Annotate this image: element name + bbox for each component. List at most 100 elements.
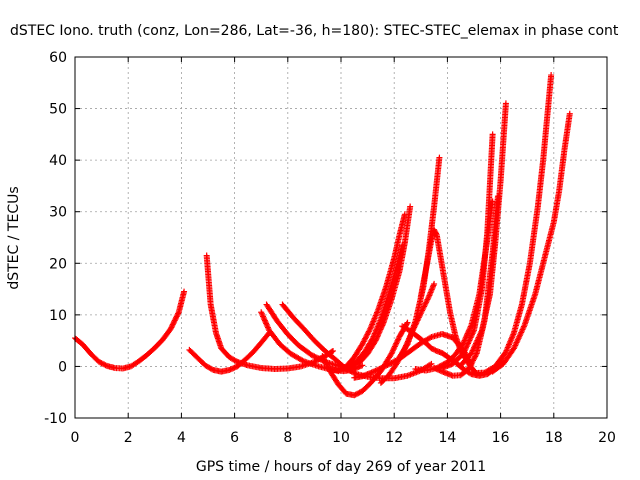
data-point — [376, 329, 383, 336]
data-point — [95, 358, 102, 365]
data-point — [383, 362, 390, 369]
data-point — [352, 361, 359, 368]
data-point — [311, 353, 318, 360]
data-point — [356, 389, 363, 396]
data-point — [315, 355, 322, 362]
data-point — [427, 334, 434, 341]
data-point — [467, 323, 474, 330]
y-tick-label: 10 — [49, 308, 67, 324]
data-point — [375, 332, 382, 339]
data-point — [264, 323, 271, 330]
data-point — [259, 312, 266, 319]
data-point — [261, 317, 268, 324]
data-point — [349, 369, 356, 376]
data-point — [421, 303, 428, 310]
data-point — [260, 314, 267, 321]
data-point — [384, 362, 391, 369]
data-point — [226, 367, 233, 374]
data-point — [258, 310, 265, 317]
data-point — [353, 360, 360, 367]
data-point — [97, 359, 104, 366]
data-point — [262, 318, 269, 325]
x-tick-label: 20 — [598, 430, 616, 446]
data-point — [231, 364, 238, 371]
data-point — [380, 363, 387, 370]
series-18 — [457, 100, 509, 369]
data-point — [425, 295, 432, 302]
data-point — [314, 354, 321, 361]
data-point — [375, 366, 382, 373]
data-point — [431, 346, 438, 353]
x-tick-label: 4 — [177, 430, 186, 446]
data-point — [403, 320, 410, 327]
data-point — [308, 352, 315, 359]
x-axis-label: GPS time / hours of day 269 of year 2011 — [196, 459, 486, 475]
data-point — [99, 360, 106, 367]
y-tick-label: 60 — [49, 50, 67, 66]
data-point — [352, 391, 359, 398]
data-point — [436, 154, 443, 161]
y-tick-label: 30 — [49, 205, 67, 221]
data-point — [431, 280, 438, 287]
data-point — [548, 72, 555, 79]
data-point — [98, 360, 105, 367]
data-point — [172, 316, 179, 323]
data-point — [171, 317, 178, 324]
data-point — [429, 346, 436, 353]
data-point — [328, 348, 335, 355]
chart-title: dSTEC Iono. truth (conz, Lon=286, Lat=-3… — [10, 23, 619, 39]
series-14 — [417, 226, 480, 378]
x-tick-label: 14 — [438, 430, 456, 446]
data-point — [169, 321, 176, 328]
data-point — [375, 330, 382, 337]
data-point — [174, 312, 181, 319]
data-point — [263, 320, 270, 327]
data-point — [369, 368, 376, 375]
data-point — [169, 323, 176, 330]
data-point — [101, 361, 108, 368]
y-tick-label: 40 — [49, 153, 67, 169]
data-point — [263, 321, 270, 328]
data-point — [407, 203, 414, 210]
data-point — [379, 322, 386, 329]
data-point — [232, 358, 239, 365]
data-point — [378, 323, 385, 330]
x-tick-label: 18 — [545, 430, 563, 446]
data-point — [171, 318, 178, 325]
series-0 — [72, 288, 188, 372]
data-point — [377, 326, 384, 333]
data-point — [465, 329, 472, 336]
data-point — [348, 363, 355, 370]
data-point — [566, 110, 573, 117]
x-tick-label: 12 — [385, 430, 403, 446]
data-point — [367, 370, 374, 377]
data-point — [260, 313, 267, 320]
series-1 — [186, 329, 273, 375]
data-point — [421, 302, 428, 309]
data-point — [167, 325, 174, 332]
y-tick-label: 20 — [49, 256, 67, 272]
data-point — [376, 365, 383, 372]
data-point — [378, 325, 385, 332]
data-point — [372, 337, 379, 344]
data-point — [353, 390, 360, 397]
series-19 — [471, 72, 555, 377]
x-tick-label: 8 — [283, 430, 292, 446]
data-point — [424, 296, 431, 303]
data-point — [173, 313, 180, 320]
data-point — [258, 309, 265, 316]
data-point — [349, 362, 356, 369]
plot-frame — [74, 56, 608, 419]
data-point — [423, 297, 430, 304]
data-point — [404, 319, 411, 326]
data-points — [72, 72, 573, 399]
data-point — [230, 365, 237, 372]
data-point — [403, 342, 410, 349]
series-10 — [351, 330, 475, 381]
data-point — [502, 100, 509, 107]
data-point — [464, 330, 471, 337]
series-9 — [348, 203, 414, 370]
y-tick-label: 0 — [58, 359, 67, 375]
